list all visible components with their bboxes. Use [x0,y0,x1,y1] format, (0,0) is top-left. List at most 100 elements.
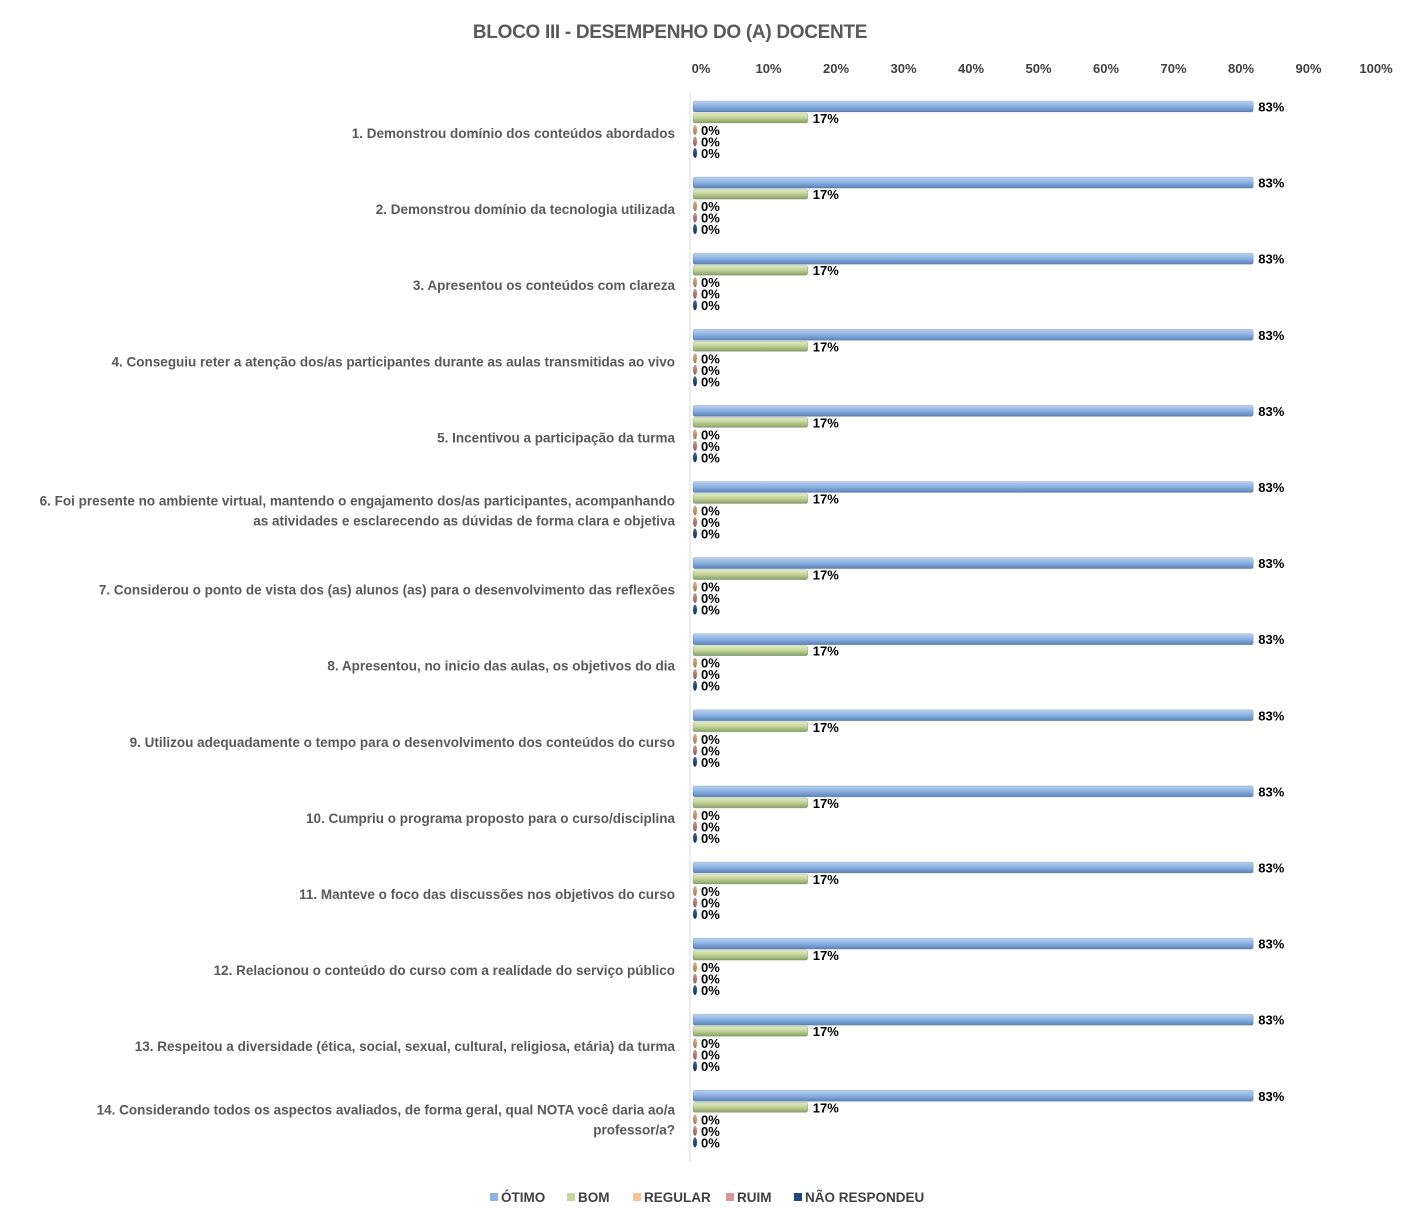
bar--timo [692,252,1254,265]
bar-regular [693,277,697,288]
bar-regular [693,505,697,516]
bar-ruim [693,593,697,604]
data-label: 83% [1258,632,1284,647]
legend-swatch [633,1193,641,1201]
category-label: as atividades e esclarecendo as dúvidas … [253,514,675,529]
bar-bom [692,645,809,657]
bar--timo [692,937,1254,950]
data-label: 0% [701,1135,720,1150]
bar-ruim [693,212,697,223]
category-label: 12. Relacionou o conteúdo do curso com a… [214,963,675,978]
legend-label: BOM [578,1190,610,1205]
bar-n-o-respondeu [693,756,697,767]
x-tick-label: 0% [692,61,711,76]
bar--timo [692,861,1254,874]
x-tick-label: 100% [1359,61,1393,76]
bar-bom [692,417,809,428]
chart-title: BLOCO III - DESEMPENHO DO (A) DOCENTE [472,22,868,43]
bar-bom [692,721,809,733]
data-label: 0% [701,603,720,618]
data-label: 0% [701,1048,720,1063]
data-label: 83% [1258,176,1284,191]
x-tick-label: 50% [1025,61,1051,76]
bar-ruim [693,1049,697,1060]
bar--timo [692,633,1254,646]
category-label: 9. Utilizou adequadamente o tempo para o… [130,735,675,750]
bar-n-o-respondeu [693,909,697,919]
data-label: 0% [701,351,720,366]
legend-swatch [794,1193,802,1201]
data-label: 0% [701,504,720,519]
bar--timo [692,1090,1254,1102]
category-label: professor/a? [593,1122,675,1137]
bar-ruim [693,364,697,375]
data-label: 0% [701,1112,720,1127]
data-label: 17% [813,644,839,659]
data-label: 0% [701,743,720,758]
category-label: 3. Apresentou os conteúdos com clareza [413,278,676,293]
data-label: 0% [701,1036,720,1051]
legend-swatch [726,1193,734,1201]
bar-n-o-respondeu [693,985,697,996]
category-label: 13. Respeitou a diversidade (ética, soci… [135,1039,676,1054]
bar-ruim [693,973,697,984]
bar-regular [693,201,697,212]
data-label: 17% [813,796,839,811]
data-label: 0% [701,527,720,542]
bar-ruim [693,1125,697,1136]
bar-ruim [693,288,697,299]
data-label: 17% [813,948,839,963]
data-label: 0% [701,515,720,530]
bar-bom [692,340,809,352]
x-tick-label: 30% [890,61,916,76]
bar-ruim [693,897,697,908]
data-label: 0% [701,656,720,671]
x-tick-label: 70% [1160,61,1186,76]
bar--timo [692,405,1254,417]
category-label: 5. Incentivou a participação da turma [437,430,675,445]
data-label: 0% [701,211,720,226]
bar-regular [693,733,697,744]
data-label: 17% [813,1100,839,1115]
category-label: 11. Manteve o foco das discussões nos ob… [299,887,675,902]
data-label: 0% [701,732,720,747]
bar-regular [693,353,697,364]
category-label: 4. Conseguiu reter a atenção dos/as part… [112,354,675,369]
bar-regular [693,1114,697,1125]
x-tick-label: 10% [755,61,781,76]
x-tick-label: 90% [1295,61,1321,76]
category-label: 6. Foi presente no ambiente virtual, man… [40,494,675,509]
x-tick-label: 80% [1228,61,1254,76]
data-label: 83% [1258,861,1284,876]
bar-bom [692,873,809,885]
data-label: 0% [701,363,720,378]
data-label: 0% [701,907,720,922]
bar-n-o-respondeu [693,832,697,843]
bar-regular [693,657,697,668]
data-label: 0% [701,819,720,834]
bar-n-o-respondeu [693,224,697,235]
bar-ruim [693,745,697,756]
data-label: 83% [1258,937,1284,952]
bar--timo [692,785,1254,798]
category-label: 10. Cumpriu o programa proposto para o c… [306,811,676,826]
data-label: 0% [701,275,720,290]
legend-swatch [567,1193,575,1201]
bar-regular [693,809,697,820]
data-label: 0% [701,960,720,975]
data-label: 0% [701,972,720,987]
category-label: 2. Demonstrou domínio da tecnologia util… [376,202,676,217]
data-label: 0% [701,808,720,823]
bar-bom [692,1025,809,1037]
data-label: 0% [701,831,720,846]
bar-regular [693,962,697,973]
data-label: 17% [813,872,839,887]
bar-regular [693,1038,697,1049]
bar-n-o-respondeu [693,680,697,691]
data-label: 83% [1258,252,1284,267]
data-label: 0% [701,450,720,465]
bar-ruim [693,517,697,527]
data-label: 0% [701,1059,720,1074]
data-label: 83% [1258,404,1284,419]
